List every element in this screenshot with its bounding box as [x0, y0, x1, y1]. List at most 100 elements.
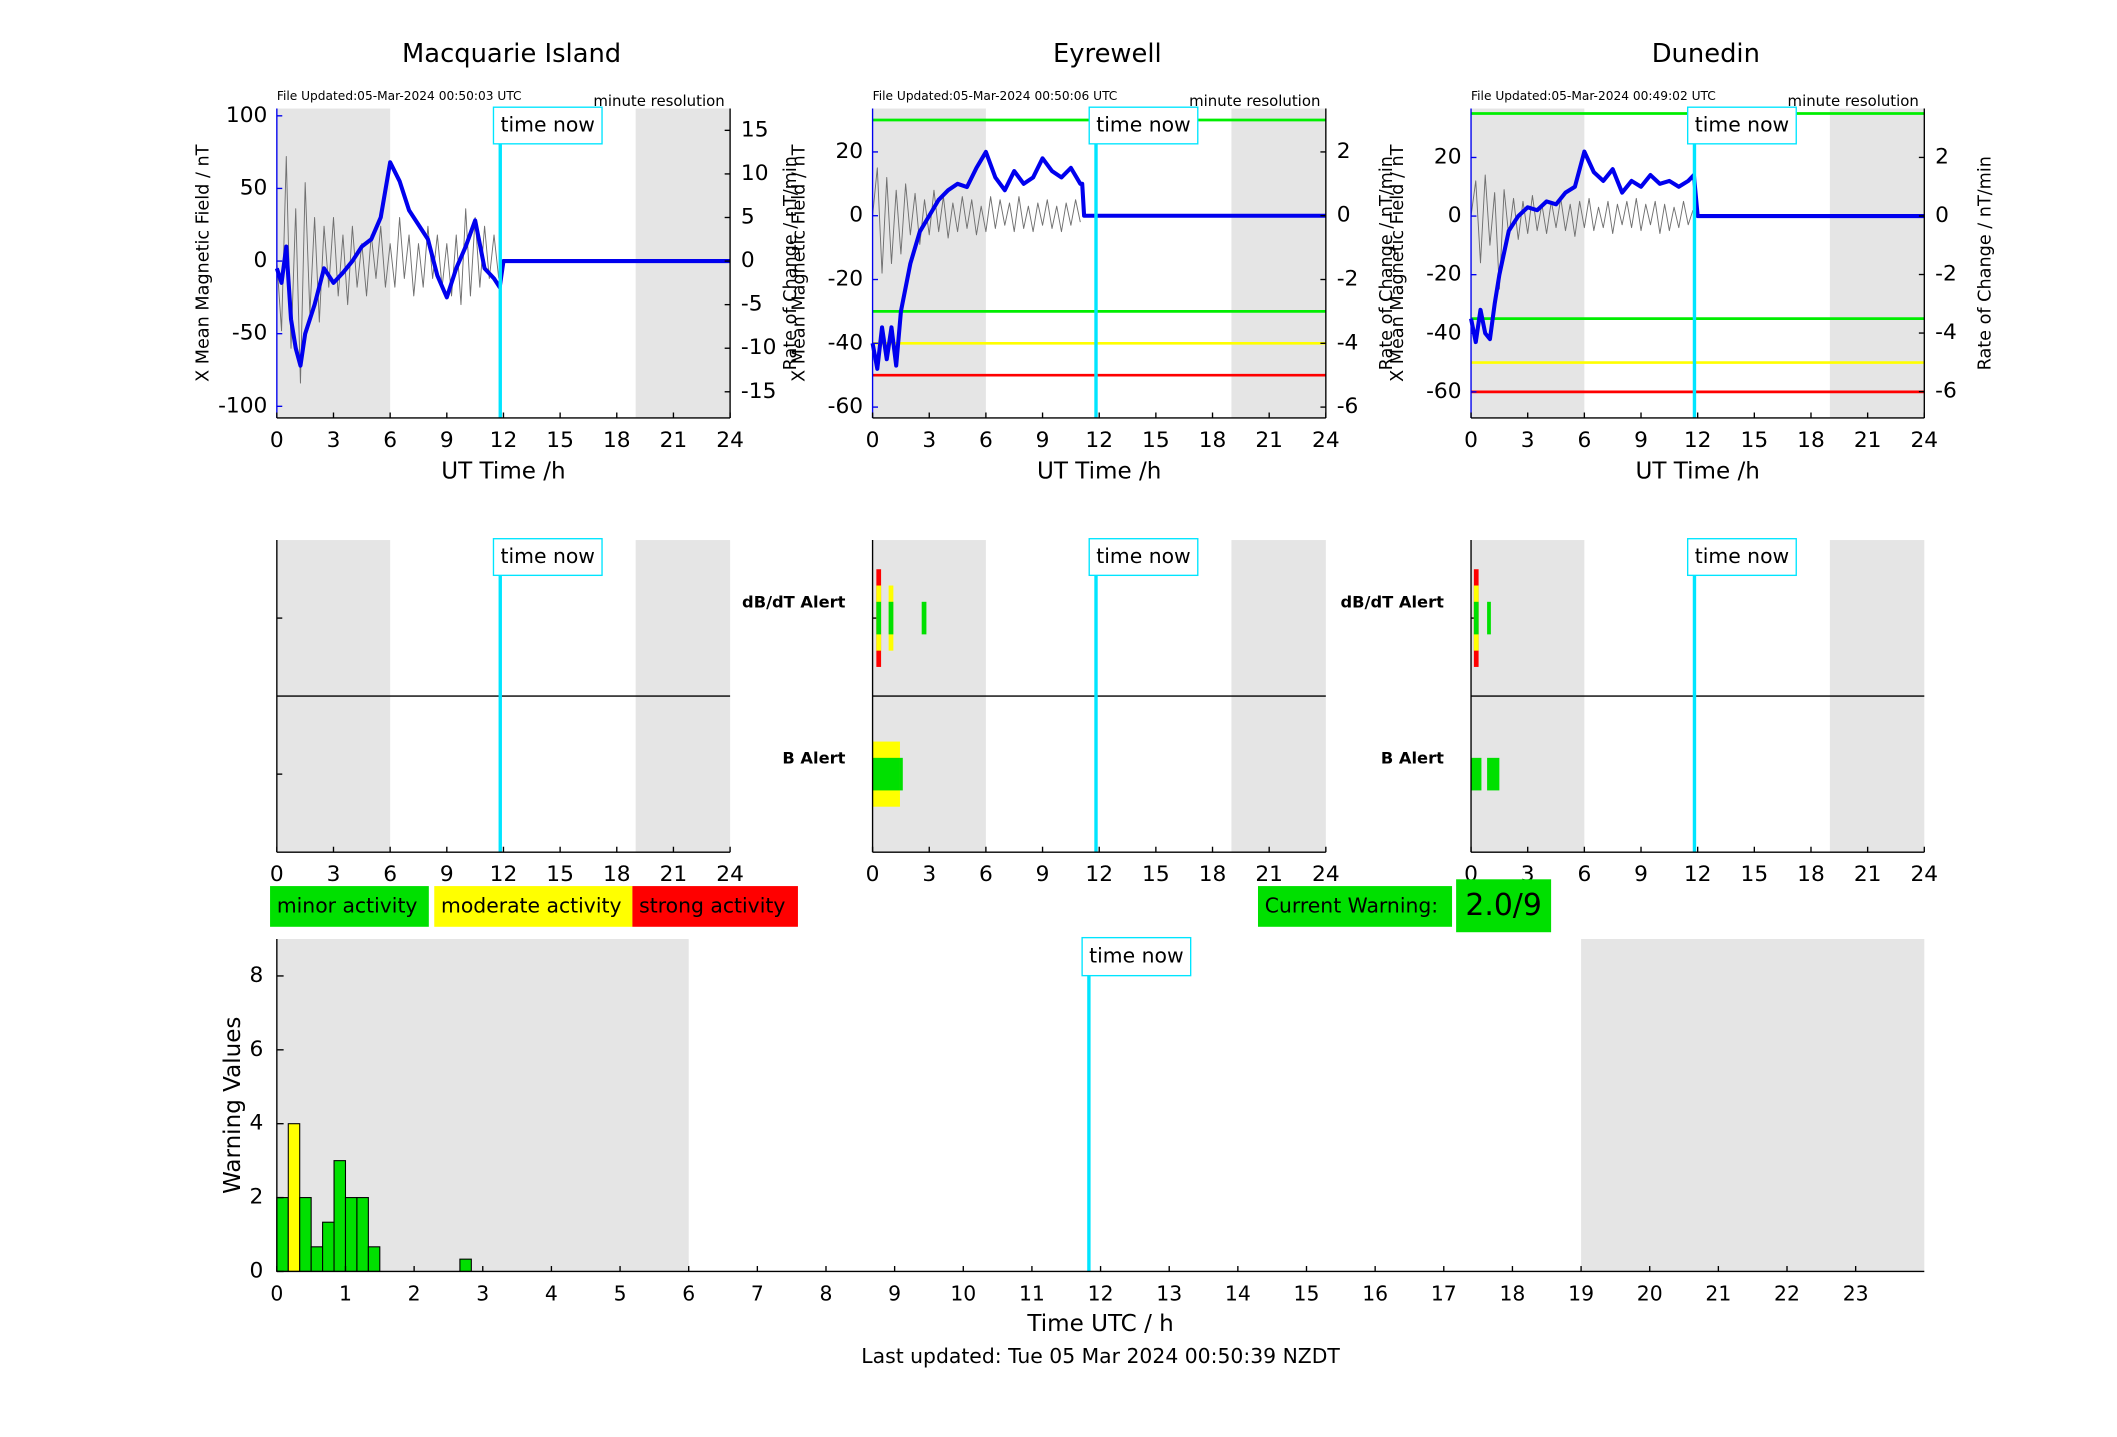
time-now-label: time now [501, 113, 595, 137]
time-now-box [1686, 538, 1797, 577]
alert-bar [1487, 601, 1491, 635]
x-axis-label: UT Time /h [441, 459, 565, 485]
time-now-label: time now [1695, 544, 1789, 568]
x-tick-label: 6 [383, 428, 397, 453]
legend-box [434, 886, 633, 927]
x-axis-label: UT Time /h [1037, 459, 1161, 485]
warning-bar [344, 1197, 358, 1272]
x-tick-label: 6 [682, 1282, 695, 1306]
y-axis-label: X Mean Magnetic Field / nT [789, 144, 809, 382]
x-axis-label: UT Time /h [1635, 459, 1759, 485]
x-tick-label: 13 [1156, 1282, 1182, 1306]
x-tick-label: 9 [1634, 428, 1648, 453]
x-tick-label: 15 [1142, 862, 1170, 887]
x-tick-label: 21 [660, 862, 688, 887]
y-tick-label: -20 [1426, 262, 1461, 287]
y2-tick-label: -6 [1935, 379, 1957, 404]
x-tick-label: 0 [866, 428, 880, 453]
y2-tick-label: 2 [1337, 139, 1351, 164]
y2-tick-label: -2 [1337, 267, 1359, 292]
chart-title: Eyrewell [1053, 39, 1162, 69]
y2-tick-label: 10 [741, 161, 769, 186]
warning-bar [322, 1221, 335, 1272]
x-tick-label: 12 [1684, 862, 1712, 887]
y2-tick-label: -2 [1935, 262, 1957, 287]
warning-bar [310, 1246, 324, 1272]
x-tick-label: 3 [327, 862, 341, 887]
row-label: dB/dT Alert [742, 593, 846, 612]
x-tick-label: 6 [1577, 428, 1591, 453]
current-warning-box [1257, 886, 1453, 927]
time-now-label: time now [1695, 113, 1789, 137]
x-tick-label: 9 [440, 428, 454, 453]
x-tick-label: 9 [888, 1282, 901, 1306]
x-tick-label: 16 [1362, 1282, 1388, 1306]
file-updated: File Updated:05-Mar-2024 00:50:06 UTC [873, 89, 1118, 103]
x-tick-label: 17 [1431, 1282, 1457, 1306]
y2-tick-label: 0 [741, 248, 755, 273]
x-tick-label: 0 [1464, 428, 1478, 453]
file-updated: File Updated:05-Mar-2024 00:49:02 UTC [1471, 89, 1716, 103]
y2-axis-label: Rate of Change / nT/min [781, 156, 801, 370]
y-tick-label: -100 [218, 393, 267, 418]
warning-bar [299, 1197, 312, 1272]
y2-tick-label: 15 [741, 117, 769, 142]
y-tick-label: 100 [226, 103, 267, 128]
x-tick-label: 6 [1577, 862, 1591, 887]
night-shading [635, 108, 731, 418]
x-tick-label: 3 [922, 428, 936, 453]
rate-line [872, 167, 1081, 274]
x-tick-label: 1 [339, 1282, 352, 1306]
warning-bar [367, 1246, 381, 1272]
x-tick-label: 10 [950, 1282, 976, 1306]
time-now-label: time now [1096, 544, 1190, 568]
alert-bar [921, 601, 927, 635]
x-tick-label: 12 [490, 428, 518, 453]
y2-tick-label: -6 [1337, 394, 1359, 419]
x-tick-label: 6 [383, 862, 397, 887]
x-tick-label: 9 [440, 862, 454, 887]
alert-bar [876, 601, 882, 635]
x-tick-label: 19 [1568, 1282, 1594, 1306]
chart-title: Dunedin [1652, 39, 1760, 69]
x-tick-label: 3 [327, 428, 341, 453]
x-tick-label: 0 [866, 862, 880, 887]
current-warning-label: Current Warning: [1265, 893, 1438, 917]
y-tick-label: 4 [249, 1111, 263, 1136]
x-tick-label: 3 [476, 1282, 489, 1306]
y2-tick-label: -10 [741, 335, 776, 360]
x-tick-label: 12 [1684, 428, 1712, 453]
x-tick-label: 18 [1499, 1282, 1525, 1306]
footer: Last updated: Tue 05 Mar 2024 00:50:39 N… [861, 1344, 1340, 1368]
x-tick-label: 24 [1312, 428, 1340, 453]
y2-tick-label: 0 [1935, 203, 1949, 228]
resolution-label: minute resolution [1788, 92, 1919, 110]
legend-box [632, 886, 798, 927]
file-updated: File Updated:05-Mar-2024 00:50:03 UTC [277, 89, 522, 103]
legend-box [270, 886, 429, 927]
alert-bar [1487, 757, 1500, 791]
chart-title: Macquarie Island [402, 39, 621, 69]
x-tick-label: 6 [979, 862, 993, 887]
x-tick-label: 4 [545, 1282, 558, 1306]
x-tick-label: 6 [979, 428, 993, 453]
y-tick-label: 0 [1448, 203, 1462, 228]
x-tick-label: 21 [1854, 428, 1882, 453]
x-tick-label: 15 [1741, 862, 1769, 887]
y-axis-label: X Mean Magnetic Field / nT [1388, 144, 1408, 382]
x-tick-label: 21 [1854, 862, 1882, 887]
y2-tick-label: -4 [1935, 320, 1957, 345]
resolution-label: minute resolution [593, 92, 724, 110]
y-tick-label: -60 [1426, 379, 1461, 404]
time-now-label: time now [1096, 113, 1190, 137]
x-tick-label: 9 [1634, 862, 1648, 887]
x-tick-label: 18 [1797, 862, 1825, 887]
x-tick-label: 11 [1019, 1282, 1045, 1306]
x-tick-label: 15 [1142, 428, 1170, 453]
y-tick-label: 8 [249, 963, 263, 988]
current-warning-value: 2.0/9 [1465, 888, 1542, 923]
x-tick-label: 12 [490, 862, 518, 887]
y2-axis-label: Rate of Change / nT/min [1377, 156, 1397, 370]
